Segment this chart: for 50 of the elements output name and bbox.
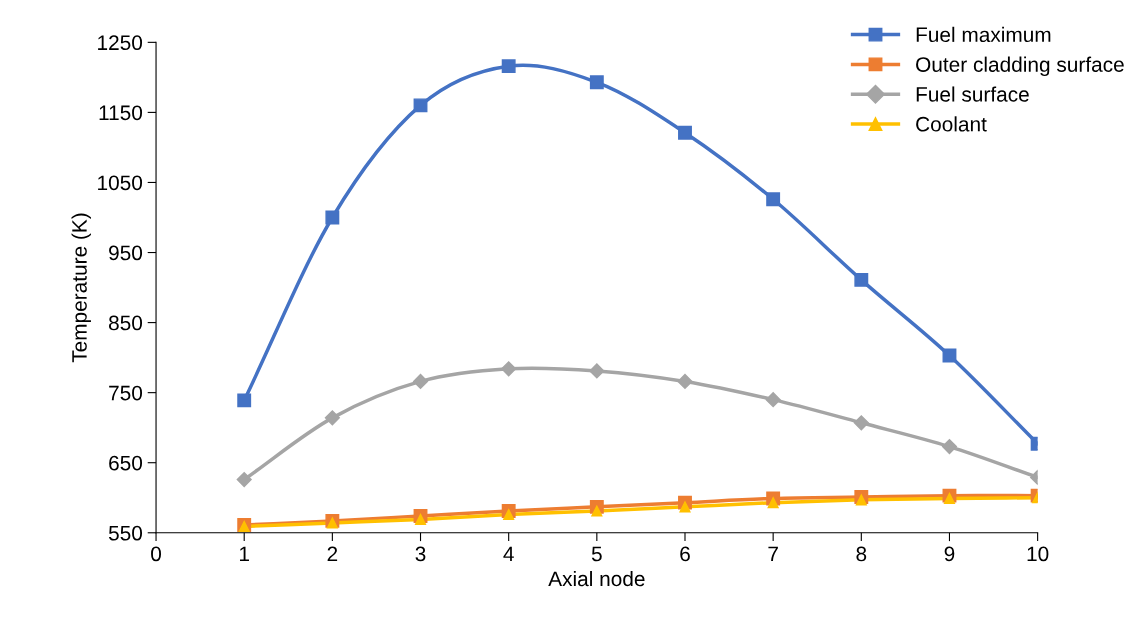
x-tick-label: 9 [944,546,955,562]
point [765,392,781,408]
y-axis-title: Temperature (K) [71,213,91,363]
point [589,75,604,90]
point [325,210,340,225]
point [854,272,869,287]
x-tick-label: 4 [503,546,514,562]
legend-label: Outer cladding surface [916,56,1124,77]
point [414,513,427,526]
x-tick-label: 10 [1027,546,1049,562]
point [501,59,516,74]
point [412,373,429,390]
point [589,363,605,379]
y-tick-label: 650 [109,455,143,471]
point [503,509,515,521]
point [678,125,692,140]
point [943,492,956,505]
point [413,98,428,113]
y-tick-label: 1250 [98,35,143,51]
point [855,494,867,506]
x-tick-label: 2 [327,546,338,562]
point [677,373,693,390]
x-tick-label: 0 [151,546,162,562]
x-tick-label: 6 [680,546,690,562]
y-tick-label: 550 [108,525,143,541]
point [236,471,252,488]
x-tick-label: 7 [768,546,778,562]
point [324,410,340,426]
x-tick-label: 1 [240,546,249,562]
y-tick-label: 1150 [99,105,143,121]
x-tick-label: 8 [856,546,867,562]
point [679,501,691,513]
point [853,415,869,431]
point [326,517,338,529]
x-axis-title: Axial node [548,570,645,587]
point [941,439,958,455]
point [237,393,252,408]
legend-label: Coolant [916,116,987,132]
point [767,497,779,509]
x-tick-label: 3 [415,546,426,562]
legend-label: Fuel surface [916,86,1029,102]
y-tick-label: 950 [109,245,143,261]
x-tick-label: 5 [591,546,602,562]
point [766,192,781,207]
point [591,505,603,517]
legend-label: Fuel maximum [916,26,1051,43]
y-tick-label: 850 [109,315,143,331]
point [501,361,517,377]
y-tick-label: 1050 [98,175,143,191]
y-tick-label: 750 [109,385,143,401]
